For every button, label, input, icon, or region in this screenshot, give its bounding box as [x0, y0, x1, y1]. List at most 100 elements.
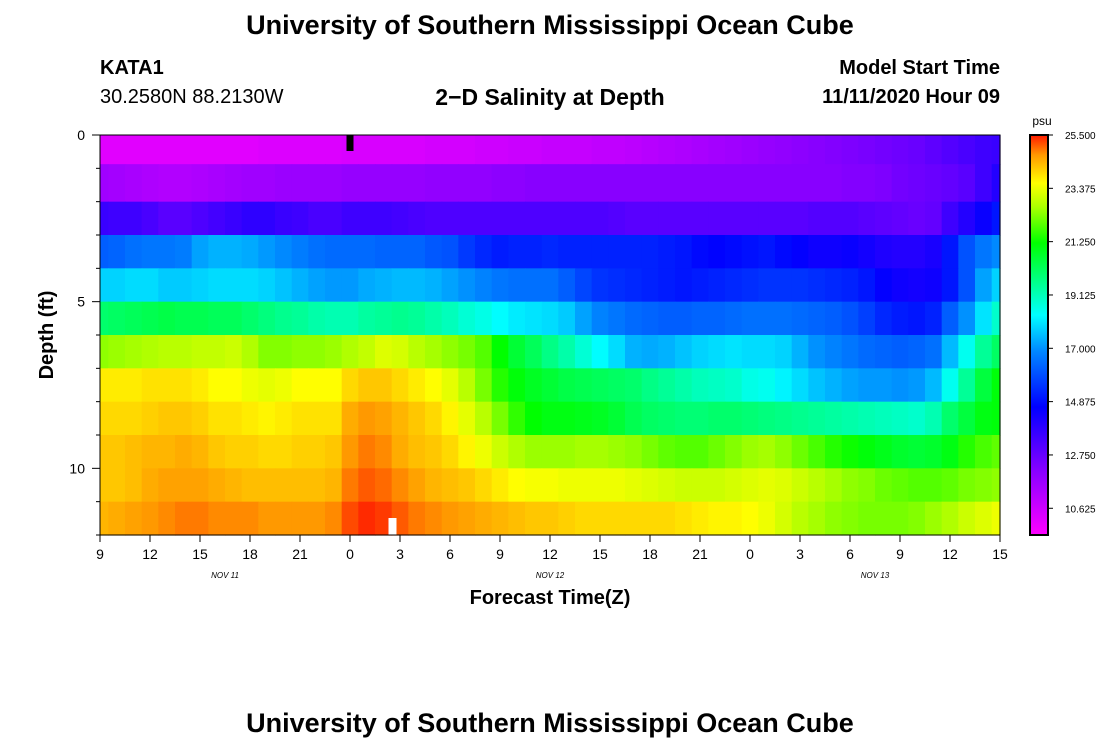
heatmap-cell: [825, 335, 843, 369]
heatmap-cell: [100, 268, 109, 303]
heatmap-cell: [558, 164, 576, 203]
heatmap-cell: [525, 468, 543, 503]
heatmap-cell: [508, 164, 526, 203]
heatmap-cell: [691, 164, 709, 203]
heatmap-cell: [325, 201, 343, 236]
heatmap-cell: [775, 164, 793, 203]
heatmap-cell: [941, 468, 959, 503]
heatmap-cell: [108, 401, 126, 436]
heatmap-cell: [191, 201, 209, 236]
heatmap-cell: [908, 368, 926, 403]
heatmap-cell: [441, 368, 459, 403]
heatmap-cell: [108, 201, 126, 236]
heatmap-cell: [608, 268, 626, 303]
heatmap-cell: [358, 135, 376, 165]
heatmap-cell: [241, 368, 259, 403]
heatmap-cell: [658, 501, 676, 536]
heatmap-cell: [275, 301, 293, 336]
heatmap-cell: [291, 201, 309, 236]
heatmap-cell: [725, 335, 743, 369]
x-tick-label: 12: [942, 546, 958, 562]
heatmap-cell: [441, 335, 459, 369]
heatmap-cell: [858, 201, 876, 236]
heatmap-cell: [908, 268, 926, 303]
heatmap-cell: [641, 401, 659, 436]
heatmap-cell: [125, 501, 143, 536]
heatmap-cell: [358, 235, 376, 269]
heatmap-cell: [275, 235, 293, 269]
heatmap-cell: [725, 435, 743, 469]
heatmap-cell: [241, 468, 259, 503]
heatmap-cell: [941, 501, 959, 536]
heatmap-cell: [508, 301, 526, 336]
x-tick-label: 15: [592, 546, 608, 562]
heatmap-cell: [291, 164, 309, 203]
heatmap-cell: [591, 164, 609, 203]
heatmap-cell: [875, 401, 893, 436]
heatmap-cell: [958, 368, 976, 403]
heatmap-cell: [175, 201, 193, 236]
heatmap-cell: [475, 301, 493, 336]
heatmap-cell: [391, 235, 409, 269]
heatmap-cell: [775, 401, 793, 436]
heatmap-cell: [975, 235, 993, 269]
heatmap-cell: [341, 501, 359, 536]
current-time-marker: [388, 518, 397, 535]
heatmap-cell: [908, 201, 926, 236]
heatmap-cell: [375, 468, 393, 503]
heatmap-cell: [241, 268, 259, 303]
heatmap-cell: [725, 201, 743, 236]
heatmap-cell: [608, 201, 626, 236]
heatmap-cell: [775, 368, 793, 403]
heatmap-cell: [341, 435, 359, 469]
heatmap-cell: [808, 468, 826, 503]
heatmap-cell: [875, 235, 893, 269]
heatmap-cell: [408, 135, 426, 165]
heatmap-cell: [491, 164, 509, 203]
y-axis: 0 5 10: [69, 127, 101, 536]
heatmap-cell: [275, 201, 293, 236]
heatmap-cell: [141, 468, 159, 503]
heatmap-cell: [125, 301, 143, 336]
heatmap-cell: [891, 501, 909, 536]
heatmap-cell: [225, 301, 243, 336]
heatmap-cell: [408, 301, 426, 336]
x-tick-label: 12: [142, 546, 158, 562]
heatmap-cell: [108, 435, 126, 469]
heatmap-cell: [358, 501, 376, 536]
heatmap-cell: [125, 235, 143, 269]
heatmap-cell: [108, 268, 126, 303]
heatmap-cell: [391, 268, 409, 303]
x-tick-label: 6: [846, 546, 854, 562]
heatmap-cell: [375, 135, 393, 165]
heatmap-cell: [441, 435, 459, 469]
heatmap-cell: [641, 468, 659, 503]
heatmap-cell: [875, 368, 893, 403]
heatmap-cell: [458, 135, 476, 165]
heatmap-cell: [541, 401, 559, 436]
heatmap-cell: [258, 235, 276, 269]
heatmap-cell: [475, 501, 493, 536]
heatmap-cell: [691, 501, 709, 536]
heatmap-cell: [991, 235, 1001, 269]
heatmap-cell: [891, 135, 909, 165]
heatmap-cell: [241, 201, 259, 236]
heatmap-cell: [575, 401, 593, 436]
heatmap-cell: [741, 135, 759, 165]
heatmap-cell: [708, 268, 726, 303]
heatmap-cell: [991, 435, 1001, 469]
heatmap-cell: [841, 164, 859, 203]
heatmap-cell: [758, 501, 776, 536]
x-tick-label: 0: [346, 546, 354, 562]
heatmap-cell: [391, 335, 409, 369]
heatmap-cell: [175, 301, 193, 336]
heatmap-cell: [425, 164, 443, 203]
heatmap-cell: [725, 235, 743, 269]
heatmap-cell: [125, 201, 143, 236]
heatmap-cell: [158, 135, 176, 165]
heatmap-cell: [175, 435, 193, 469]
heatmap-cell: [541, 501, 559, 536]
heatmap-cell: [591, 335, 609, 369]
heatmap-cell: [875, 301, 893, 336]
